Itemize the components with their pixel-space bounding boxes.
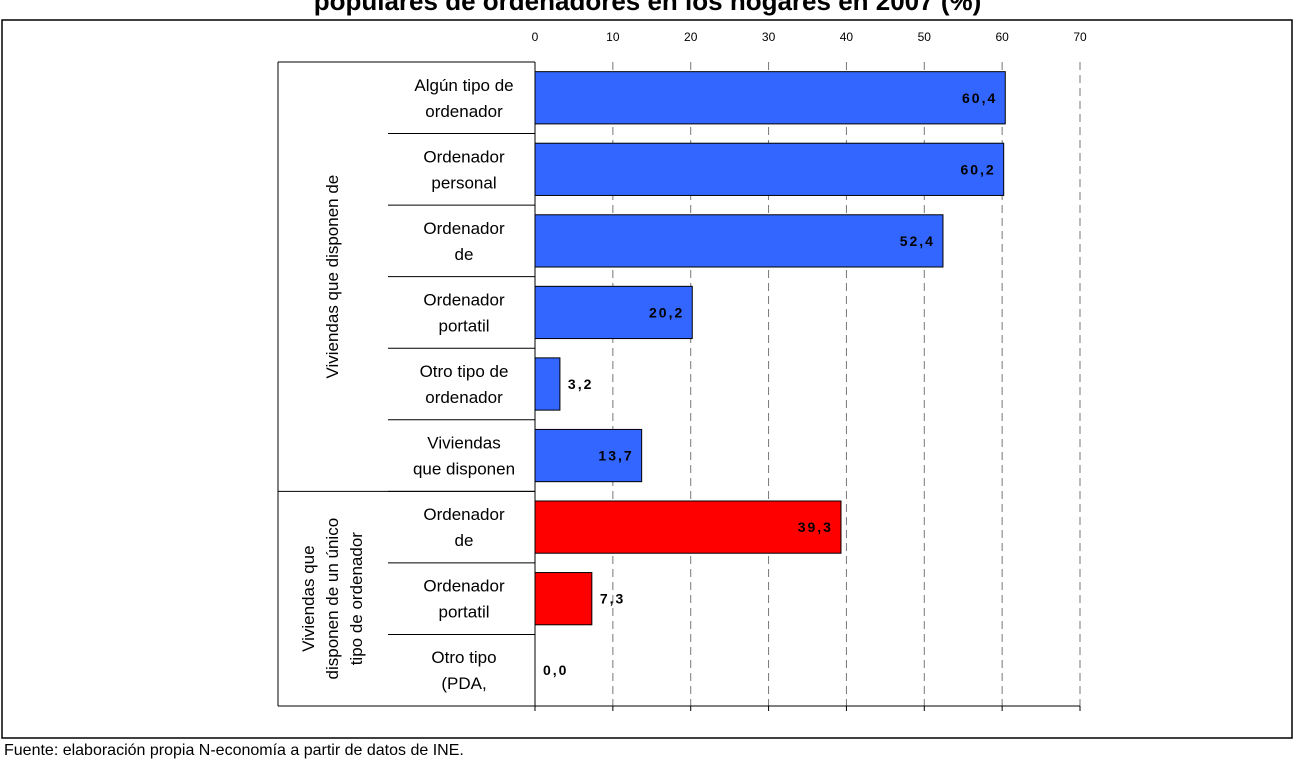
x-tick-label: 30 xyxy=(762,30,776,44)
x-tick-label: 20 xyxy=(684,30,698,44)
bar-value-label: 60,4 xyxy=(962,90,997,106)
x-tick-label: 0 xyxy=(532,30,539,44)
category-label: Otro tipo de xyxy=(420,362,509,381)
category-label: de xyxy=(455,245,474,264)
category-label: Ordenador xyxy=(423,147,505,166)
x-tick-label: 50 xyxy=(918,30,932,44)
bar xyxy=(534,428,643,483)
bar xyxy=(534,214,944,268)
group-label: Viviendas que disponen de xyxy=(323,175,342,379)
group-label: Viviendas que disponen de un único tipo de… xyxy=(299,518,366,680)
category-label: portatil xyxy=(438,316,489,335)
category-label: Viviendas xyxy=(427,434,500,453)
bar-value-label: 0,0 xyxy=(543,662,568,678)
category-label: Otro tipo xyxy=(431,648,496,667)
category-label: ordenador xyxy=(425,102,503,121)
x-tick-label: 10 xyxy=(606,30,620,44)
x-tick-label: 70 xyxy=(1073,30,1087,44)
bar xyxy=(534,71,1006,125)
bar-value-label: 60,2 xyxy=(960,161,995,177)
category-label: (PDA, xyxy=(441,674,486,693)
bar-value-label: 52,4 xyxy=(900,233,935,249)
bars: 60,4 60,2 52,4 20,2 3,2 13,7 39,3 7,3 0,0 xyxy=(534,71,1006,678)
category-label: que disponen xyxy=(413,460,515,479)
x-axis-ticks: 0 10 20 30 40 50 60 70 xyxy=(532,30,1087,711)
category-label: ordenador xyxy=(425,388,503,407)
bar xyxy=(534,285,693,340)
category-label: Ordenador xyxy=(423,577,505,596)
category-label: portatil xyxy=(438,603,489,622)
category-label: Ordenador xyxy=(423,219,505,238)
source-note: Fuente: elaboración propia N-economía a … xyxy=(4,742,464,759)
bar xyxy=(534,500,842,554)
category-label: Ordenador xyxy=(423,290,505,309)
bar xyxy=(534,572,593,626)
category-labels: Algún tipo de ordenador Ordenador personal O… xyxy=(277,61,535,707)
category-label: de xyxy=(455,531,474,550)
category-label: Ordenador xyxy=(423,505,505,524)
chart-frame xyxy=(1,19,1293,739)
bar xyxy=(534,357,561,411)
x-tick-label: 60 xyxy=(995,30,1009,44)
x-tick-label: 40 xyxy=(840,30,854,44)
bar-value-label: 13,7 xyxy=(598,448,633,464)
bar-value-label: 20,2 xyxy=(649,304,684,320)
category-label: personal xyxy=(431,173,496,192)
category-label: Algún tipo de xyxy=(414,76,513,95)
bar-value-label: 3,2 xyxy=(568,376,593,392)
bar-value-label: 39,3 xyxy=(798,519,833,535)
bar-value-label: 7,3 xyxy=(600,591,625,607)
bar xyxy=(534,142,1005,196)
group-labels: Viviendas que disponen de Viviendas que di… xyxy=(278,175,535,707)
chart-title: populares de ordenadores en los hogares … xyxy=(313,0,982,16)
